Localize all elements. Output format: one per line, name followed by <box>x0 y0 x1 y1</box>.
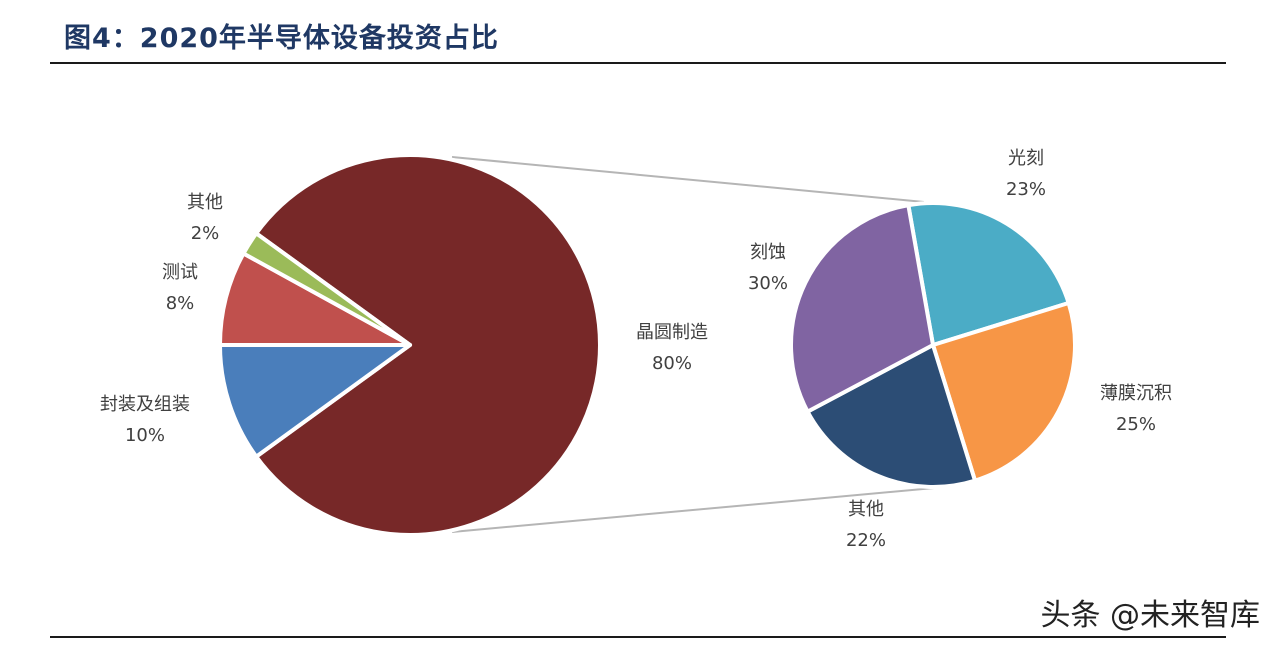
sub-pie-label-2: 其他 <box>848 499 884 520</box>
main-pie-label-2: 测试 <box>162 262 198 283</box>
sub-pie-label-0: 光刻 <box>1008 148 1044 169</box>
main-pie-slice-1 <box>218 343 412 459</box>
main-pie-value-label-1: 10% <box>125 425 165 446</box>
sub-pie-value-label-0: 23% <box>1006 179 1046 200</box>
top-divider <box>50 62 1226 64</box>
main-pie-value-label-2: 8% <box>166 293 195 314</box>
sub-pie-slice-3 <box>789 203 935 414</box>
sub-pie-slice-2 <box>805 343 977 489</box>
sub-pie <box>789 201 1077 489</box>
main-pie-slice-0 <box>254 153 603 537</box>
main-pie-slice-3 <box>241 231 412 347</box>
sub-pie-value-label-1: 25% <box>1116 414 1156 435</box>
sub-pie-value-label-3: 30% <box>748 273 788 294</box>
sub-pie-label-3: 刻蚀 <box>750 242 786 263</box>
connector-line-bottom <box>451 487 935 533</box>
sub-pie-label-1: 薄膜沉积 <box>1100 383 1172 404</box>
main-pie-value-label-3: 2% <box>191 223 220 244</box>
figure-title: 图4：2020年半导体设备投资占比 <box>64 23 499 54</box>
connector-line-top <box>451 156 925 203</box>
watermark: 头条 @未来智库 <box>1040 598 1260 633</box>
sub-pie-slice-1 <box>931 301 1077 483</box>
sub-pie-slice-0 <box>906 201 1071 347</box>
slice-labels: 晶圆制造 80% 封装及组装 10% 测试 8% 其他 2% 光刻 23% 薄膜沉积 25% 其他 22%… <box>100 148 1172 551</box>
main-pie <box>218 153 603 537</box>
main-pie-label-3: 其他 <box>187 192 223 213</box>
connector-lines <box>451 156 935 533</box>
main-pie-label-0: 晶圆制造 <box>636 322 708 343</box>
bottom-divider <box>50 636 1226 638</box>
sub-pie-value-label-2: 22% <box>846 530 886 551</box>
main-pie-label-1: 封装及组装 <box>100 394 190 415</box>
main-pie-value-label-0: 80% <box>652 353 692 374</box>
